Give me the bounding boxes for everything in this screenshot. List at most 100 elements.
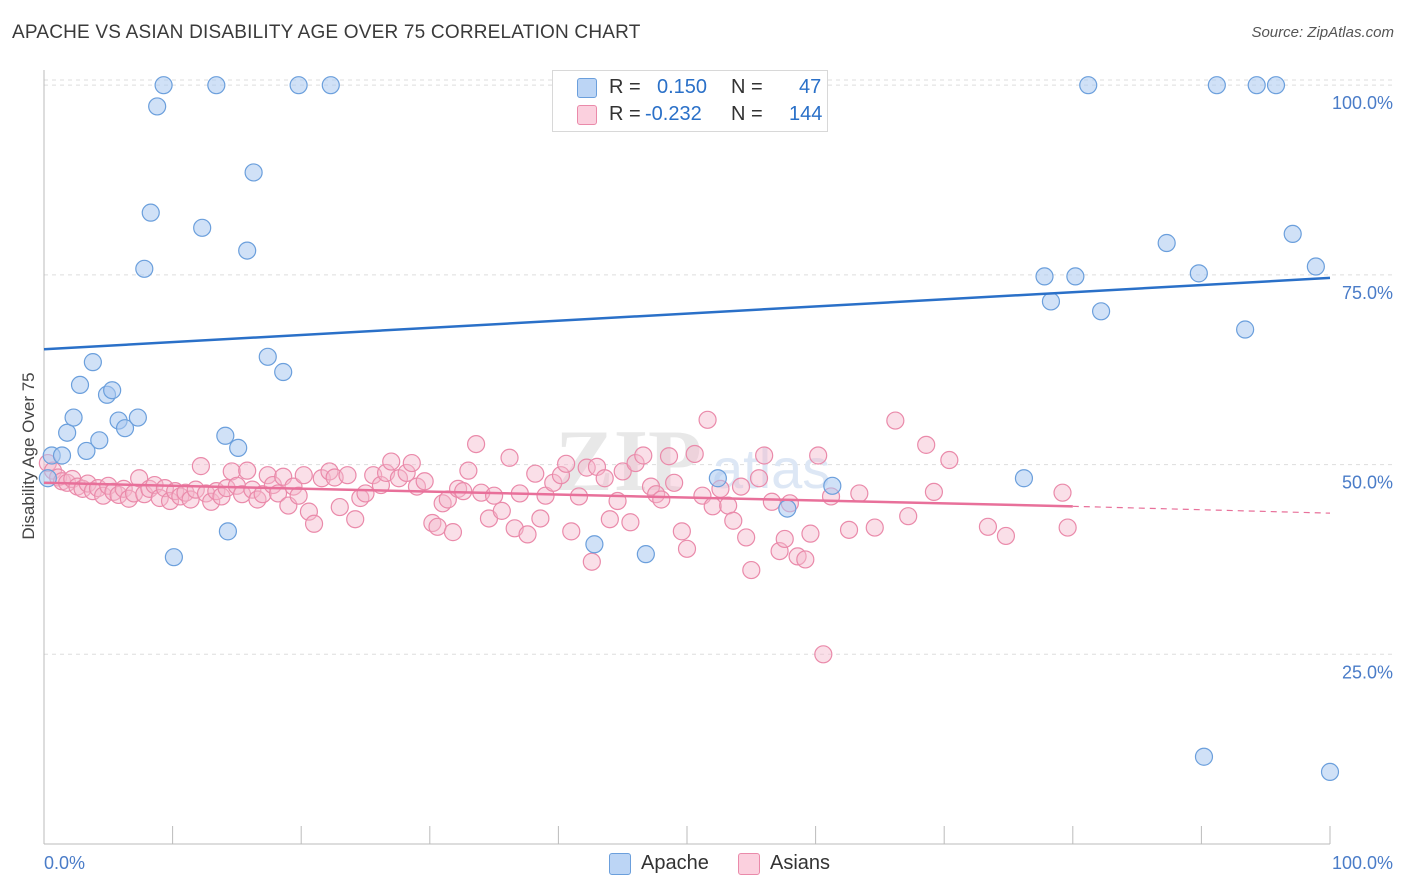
asian-point-122 bbox=[749, 469, 769, 488]
bottom-apache-label: Apache bbox=[641, 852, 709, 874]
apache-point-49 bbox=[1283, 224, 1302, 244]
apache-point-43 bbox=[1189, 264, 1208, 283]
asian-point-90 bbox=[544, 473, 563, 492]
apache-point-34 bbox=[778, 499, 797, 518]
apache-point-16 bbox=[148, 97, 167, 116]
apache-point-24 bbox=[238, 241, 257, 260]
apache-point-28 bbox=[289, 76, 308, 95]
y-tick-label-3: 100.0% bbox=[1332, 93, 1393, 113]
apache-n-label: N = bbox=[731, 76, 763, 98]
apache-series bbox=[38, 76, 1340, 782]
asian-point-144 bbox=[1053, 483, 1072, 502]
asian-point-138 bbox=[899, 507, 918, 526]
asian-point-115 bbox=[703, 497, 722, 516]
asian-point-64 bbox=[382, 452, 401, 471]
asian-point-130 bbox=[801, 524, 820, 543]
asian-point-129 bbox=[796, 550, 815, 569]
watermark: ZIP atlas bbox=[555, 413, 830, 510]
apache-point-47 bbox=[1247, 76, 1266, 95]
y-tick-label-0: 25.0% bbox=[1342, 662, 1393, 682]
asian-point-81 bbox=[485, 486, 504, 505]
stats-legend: R = 0.150 N = 47 R = -0.232 N = 144 bbox=[552, 70, 828, 132]
apache-point-46 bbox=[1236, 320, 1255, 339]
asian-point-101 bbox=[613, 462, 632, 481]
apache-point-4 bbox=[64, 408, 83, 427]
asian-point-136 bbox=[865, 518, 884, 537]
y-tick-labels: 25.0% 50.0% 75.0% 100.0% bbox=[1332, 93, 1393, 682]
apache-point-45 bbox=[1207, 76, 1226, 95]
asian-point-82 bbox=[492, 501, 511, 520]
asian-point-74 bbox=[443, 523, 463, 542]
apache-point-13 bbox=[128, 408, 147, 427]
asian-point-83 bbox=[500, 448, 519, 467]
asian-point-126 bbox=[775, 529, 794, 549]
apache-point-41 bbox=[1091, 302, 1111, 321]
asian-point-50 bbox=[294, 466, 313, 485]
apache-point-39 bbox=[1066, 267, 1085, 286]
asian-point-99 bbox=[600, 510, 619, 529]
apache-point-18 bbox=[164, 548, 183, 567]
apache-point-10 bbox=[103, 381, 122, 400]
apache-point-33 bbox=[708, 469, 727, 488]
apache-point-23 bbox=[229, 438, 248, 457]
asian-point-107 bbox=[652, 490, 671, 509]
asian-point-137 bbox=[886, 411, 905, 430]
apache-trend-line bbox=[43, 276, 1331, 351]
watermark-atlas: atlas bbox=[712, 437, 830, 500]
apache-point-51 bbox=[1320, 762, 1340, 782]
apache-point-44 bbox=[1194, 747, 1214, 766]
apache-point-20 bbox=[207, 76, 226, 95]
asian-point-30 bbox=[191, 457, 210, 476]
asian-point-48 bbox=[284, 477, 303, 496]
asian-point-49 bbox=[289, 486, 308, 505]
asian-point-112 bbox=[685, 444, 704, 464]
apache-point-38 bbox=[1041, 292, 1061, 311]
x-tick-label-max: 100.0% bbox=[1332, 853, 1393, 873]
asian-point-24 bbox=[160, 491, 180, 511]
apache-point-19 bbox=[193, 218, 212, 237]
apache-point-36 bbox=[1014, 469, 1034, 488]
asian-point-88 bbox=[531, 509, 550, 528]
asian-point-67 bbox=[402, 453, 421, 473]
asian-point-123 bbox=[755, 446, 774, 465]
asian-point-118 bbox=[724, 511, 743, 530]
asian-point-132 bbox=[814, 645, 833, 664]
asian-point-114 bbox=[698, 410, 717, 429]
asian-series bbox=[38, 410, 1077, 664]
apache-r-label: R = bbox=[609, 76, 641, 98]
asian-point-143 bbox=[996, 526, 1016, 546]
asian-point-104 bbox=[634, 446, 653, 465]
y-tick-label-1: 50.0% bbox=[1342, 473, 1393, 493]
apache-point-35 bbox=[823, 476, 842, 495]
asian-point-103 bbox=[626, 453, 645, 473]
asian-point-131 bbox=[809, 446, 828, 465]
asian-point-106 bbox=[647, 485, 666, 504]
asian-point-71 bbox=[428, 517, 447, 536]
apache-point-26 bbox=[258, 347, 277, 366]
apache-point-48 bbox=[1266, 76, 1286, 95]
asian-point-134 bbox=[839, 520, 859, 539]
asian-point-145 bbox=[1058, 518, 1077, 537]
apache-point-30 bbox=[585, 535, 604, 554]
asian-point-41 bbox=[248, 490, 267, 509]
apache-point-15 bbox=[141, 203, 160, 222]
asian-point-22 bbox=[150, 488, 169, 508]
apache-point-3 bbox=[58, 423, 77, 442]
asian-point-53 bbox=[312, 469, 331, 488]
asian-point-87 bbox=[526, 464, 545, 483]
asian-point-43 bbox=[258, 466, 277, 485]
bottom-apache-swatch bbox=[609, 853, 631, 875]
gridlines bbox=[44, 79, 1396, 655]
bottom-legend-apache: Apache bbox=[609, 850, 719, 878]
asian-point-94 bbox=[569, 487, 589, 506]
bottom-asians-label: Asians bbox=[770, 852, 831, 874]
apache-point-21 bbox=[216, 426, 235, 445]
asian-point-91 bbox=[551, 466, 571, 485]
asian-point-60 bbox=[356, 484, 375, 503]
asian-point-108 bbox=[659, 447, 679, 466]
apache-point-2 bbox=[52, 446, 72, 465]
asian-point-140 bbox=[924, 482, 944, 502]
asian-point-28 bbox=[181, 490, 200, 509]
asian-point-119 bbox=[731, 477, 751, 496]
